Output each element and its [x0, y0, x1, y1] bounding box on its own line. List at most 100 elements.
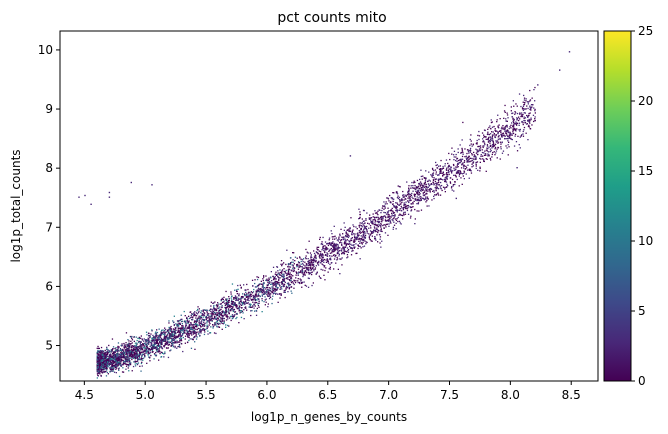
scatter-point [526, 105, 528, 107]
scatter-point [250, 310, 252, 312]
scatter-point [218, 326, 220, 328]
scatter-point [220, 314, 223, 316]
scatter-point [175, 342, 177, 344]
scatter-point [202, 327, 204, 330]
scatter-point [396, 193, 399, 195]
scatter-point [206, 325, 208, 328]
scatter-point [425, 189, 427, 191]
scatter-point [261, 298, 263, 300]
scatter-point [232, 310, 234, 312]
scatter-point [405, 205, 407, 207]
scatter-point [475, 157, 477, 159]
scatter-point [377, 210, 379, 212]
scatter-point [240, 304, 242, 306]
scatter-point [428, 188, 431, 190]
scatter-point [346, 251, 348, 253]
scatter-point [211, 319, 213, 322]
scatter-point [390, 201, 392, 203]
scatter-point [371, 235, 373, 237]
scatter-point [344, 241, 346, 243]
scatter-point [497, 136, 499, 138]
scatter-point [382, 217, 384, 219]
scatter-point [407, 200, 409, 202]
scatter-point [116, 351, 119, 353]
scatter-point [135, 350, 137, 353]
scatter-point [136, 363, 138, 365]
scatter-point [374, 210, 376, 212]
scatter-point [403, 196, 406, 198]
scatter-point [387, 213, 389, 215]
scatter-point [255, 314, 258, 316]
scatter-point [166, 334, 168, 336]
scatter-point [370, 221, 372, 223]
scatter-point [420, 209, 423, 211]
scatter-point [126, 359, 128, 361]
scatter-point [330, 244, 332, 246]
scatter-point [283, 268, 285, 270]
scatter-point [374, 212, 377, 214]
scatter-point [405, 201, 407, 203]
scatter-point [398, 209, 400, 211]
scatter-point [97, 349, 99, 352]
scatter-point [522, 105, 525, 107]
scatter-point [329, 252, 331, 254]
scatter-point [529, 106, 531, 108]
scatter-point [367, 222, 369, 224]
scatter-point [528, 118, 530, 121]
scatter-point [253, 303, 255, 305]
scatter-point [178, 331, 180, 334]
scatter-point [195, 317, 197, 319]
scatter-point [439, 178, 441, 180]
scatter-point [244, 303, 246, 306]
scatter-point [380, 228, 382, 230]
scatter-point [314, 254, 316, 256]
scatter-point [301, 259, 304, 261]
scatter-point [389, 210, 392, 212]
scatter-point [402, 190, 404, 193]
scatter-point [261, 294, 263, 296]
scatter-point [286, 287, 289, 289]
scatter-point [343, 222, 345, 224]
scatter-point [158, 350, 161, 352]
scatter-point [283, 275, 285, 277]
scatter-point [117, 359, 119, 361]
scatter-point [534, 112, 536, 114]
scatter-point [127, 349, 129, 352]
scatter-point [377, 226, 379, 228]
scatter-point [333, 245, 335, 247]
scatter-point [453, 159, 455, 161]
scatter-point [347, 234, 349, 237]
scatter-point [206, 327, 208, 329]
scatter-point [391, 197, 394, 199]
scatter-point [409, 199, 411, 202]
scatter-point [323, 258, 326, 261]
scatter-point [148, 334, 150, 337]
scatter-point [332, 238, 334, 240]
scatter-point [140, 370, 142, 372]
scatter-point [379, 242, 381, 244]
scatter-point [269, 295, 271, 297]
scatter-point [320, 262, 322, 264]
scatter-point [404, 211, 406, 213]
scatter-point [515, 123, 517, 125]
scatter-point [390, 210, 393, 212]
scatter-point [402, 196, 404, 198]
scatter-point [360, 247, 362, 249]
scatter-point [98, 362, 100, 364]
scatter-point [180, 337, 182, 339]
scatter-point [425, 184, 427, 186]
scatter-point [420, 187, 423, 189]
scatter-point [455, 159, 457, 162]
scatter-point [98, 351, 100, 353]
scatter-point [155, 354, 157, 356]
scatter-point [181, 328, 183, 330]
scatter-point [281, 288, 283, 290]
scatter-point [335, 248, 337, 250]
scatter-point [99, 357, 101, 359]
scatter-point [107, 349, 109, 351]
scatter-point [172, 335, 174, 338]
scatter-point [391, 218, 393, 221]
scatter-point [513, 127, 515, 129]
scatter-point [139, 343, 141, 345]
scatter-point [154, 336, 156, 338]
